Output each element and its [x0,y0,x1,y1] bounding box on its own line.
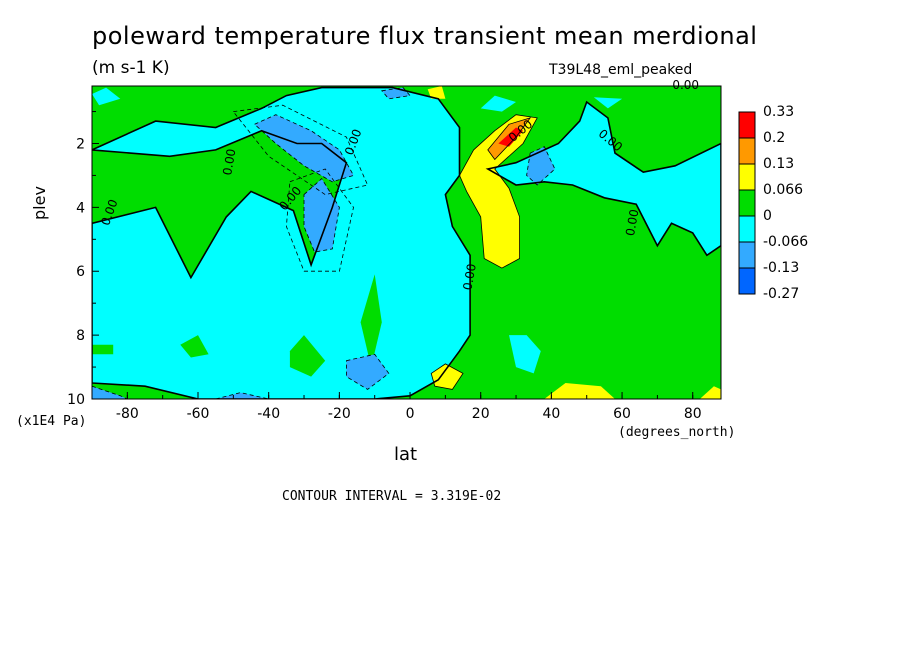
x-tick-label: 80 [684,406,702,422]
region-positive-peak [427,86,446,99]
contour-label: 0.00 [672,78,699,92]
x-tick-label: 0 [406,406,415,422]
negative-contour [303,177,340,253]
x-axis-unit: (degrees_north) [618,425,736,440]
plot-frame [91,85,722,400]
colorbar-label: 0.2 [763,130,785,146]
colorbar-label: -0.13 [763,260,799,276]
filled-contours [92,86,721,399]
colorbar-label: 0.13 [763,156,794,172]
x-tick-label: 40 [542,406,560,422]
contour-label: 0.00 [460,263,478,292]
chart-title: poleward temperature flux transient mean… [92,22,758,50]
colorbar-label: 0 [763,208,772,224]
colorbar: 0.33 0.2 0.13 0.066 0 -0.066 -0.13 -0.27 [738,104,808,302]
region-negative [92,87,121,106]
positive-contour [430,363,464,390]
region-positive-island [180,335,209,358]
region-positive-island [289,335,326,377]
y-tick-label: 4 [76,200,85,216]
positive-contour [487,117,532,161]
region-strong-negative [346,354,389,390]
negative-contour [526,146,556,186]
x-tick-label: -20 [328,406,351,422]
x-tick-label: -80 [116,406,139,422]
y-axis: 2 4 6 8 10 [67,111,99,408]
negative-contour [345,353,390,390]
region-negative [593,97,623,109]
region-strong-negative [254,114,354,182]
contour-interval: CONTOUR INTERVAL = 3.319E-02 [282,489,502,504]
region-negative [487,102,721,256]
colorbar-label: -0.27 [763,286,799,302]
negative-contour [285,168,354,272]
region-positive-peak [699,386,721,399]
chart-units: (m s-1 K) [92,58,170,78]
contour-lines [92,86,721,399]
colorbar-swatch [738,163,756,191]
y-tick-label: 6 [76,264,85,280]
colorbar-swatch [738,267,756,295]
negative-contour [232,104,369,196]
x-tick-label: 60 [613,406,631,422]
y-tick-label: 8 [76,328,85,344]
colorbar-swatch [738,111,756,139]
colorbar-swatch [738,241,756,269]
region-positive-peak [431,363,463,390]
y-tick-label: 10 [67,392,85,408]
x-tick-label: -60 [187,406,210,422]
colorbar-swatch [738,189,756,217]
region-strong-negative [215,392,269,399]
colorbar-label: -0.066 [763,234,808,250]
y-tick-label: 2 [76,136,85,152]
x-tick-label: 20 [472,406,490,422]
region-positive-peak [544,383,615,399]
colorbar-label: 0.33 [763,104,794,120]
x-axis-label: lat [394,444,418,465]
zero-contour [485,100,721,257]
colorbar-swatch [738,137,756,165]
zero-contour [92,86,471,399]
region-negative [480,95,516,112]
region-strong-negative [304,178,340,253]
region-negative [509,335,541,374]
negative-contour [381,87,411,100]
colorbar-swatch [738,215,756,243]
contour-label: 0.00 [220,148,238,177]
contour-label: 0.00 [623,208,641,237]
region-strong-negative [526,146,555,185]
positive-contour [459,114,538,269]
dataset-label: T39L48_eml_peaked [549,62,693,78]
negative-contour [253,114,355,183]
region-positive-island [92,344,114,355]
x-axis: -80 -60 -40 -20 0 20 40 60 80 [91,392,702,422]
colorbar-label: 0.066 [763,182,803,198]
region-positive-island [360,274,382,368]
region-positive-peak [459,114,538,269]
y-axis-label: plev [30,186,49,220]
region-positive-peak [498,127,524,147]
x-tick-label: -40 [257,406,280,422]
y-axis-unit: (x1E4 Pa) [16,414,87,429]
